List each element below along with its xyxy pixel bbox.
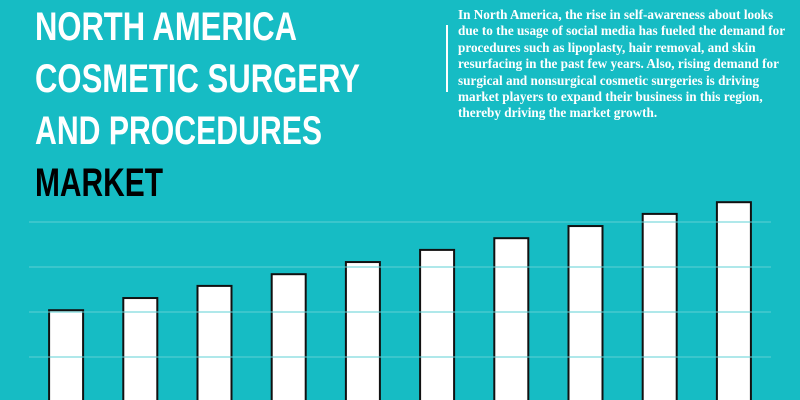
bar: [270, 273, 307, 400]
bar: [493, 237, 530, 400]
bar: [122, 297, 159, 400]
title-line: MARKET: [35, 161, 163, 205]
title-line: AND PROCEDURES: [35, 109, 322, 153]
bar: [715, 201, 752, 400]
bar: [48, 309, 85, 400]
bar: [641, 212, 678, 400]
description: In North America, the rise in self-aware…: [458, 7, 785, 121]
title-line: COSMETIC SURGERY: [35, 57, 360, 101]
bar: [419, 248, 456, 400]
bar: [567, 225, 604, 400]
bar: [196, 284, 233, 400]
title-line: NORTH AMERICA: [35, 5, 297, 49]
bar: [344, 261, 381, 400]
